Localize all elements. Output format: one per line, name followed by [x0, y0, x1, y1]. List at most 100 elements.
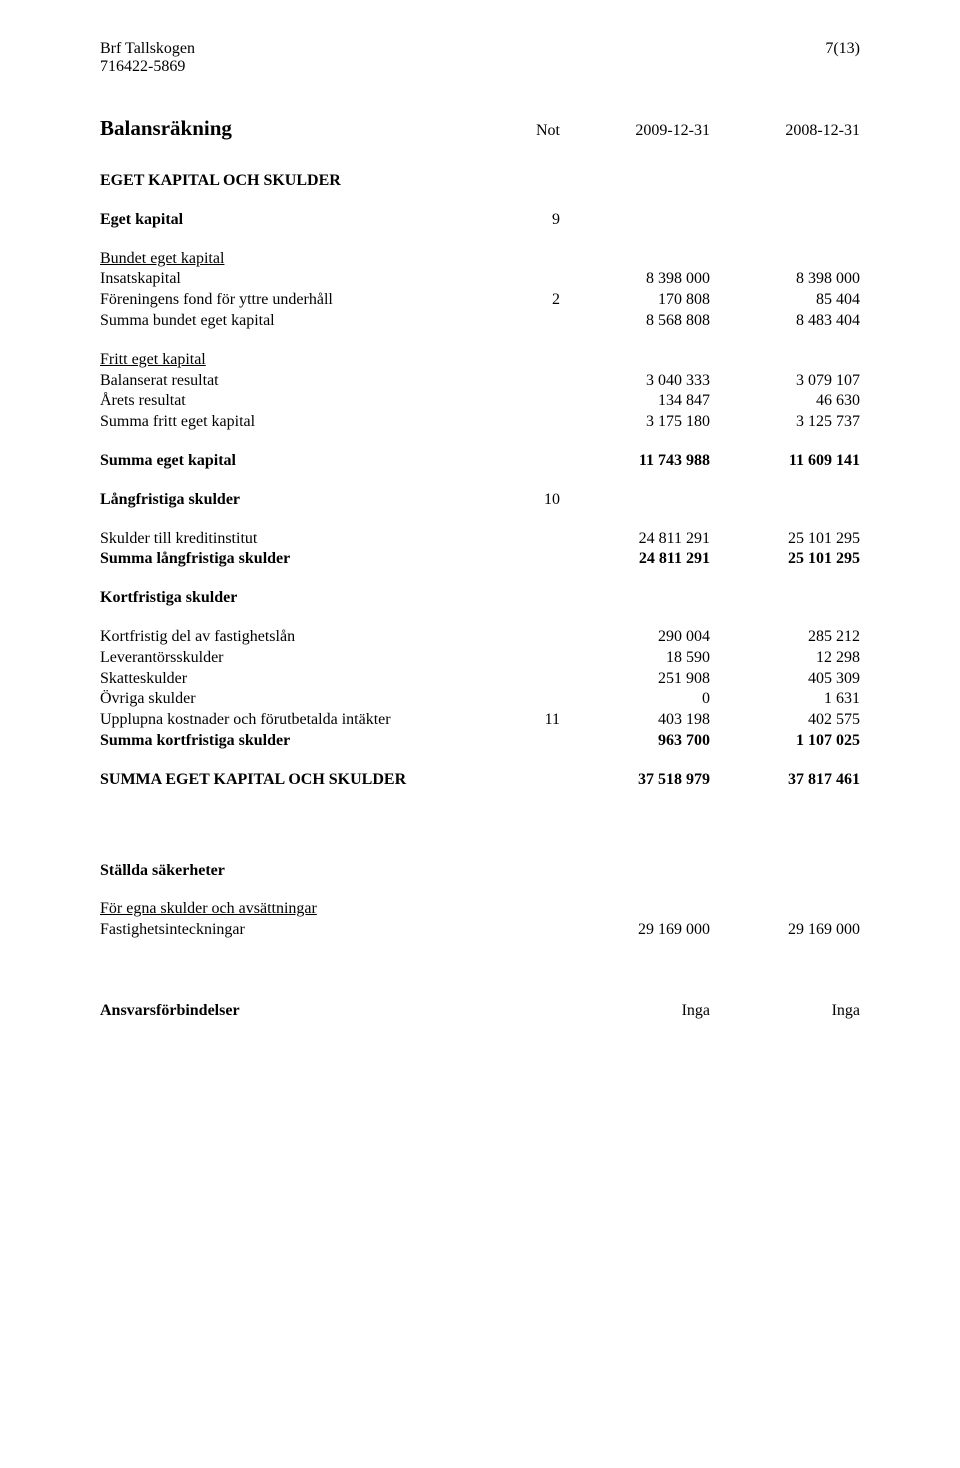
ansvar-y1: Inga: [560, 1001, 710, 1022]
sum-y1: 8 568 808: [560, 311, 710, 332]
row-label: Skatteskulder: [100, 669, 500, 690]
row-y1: 0: [560, 689, 710, 710]
org-name: Brf Tallskogen: [100, 40, 195, 58]
heading-langfristiga-skulder: Långfristiga skulder 10: [100, 490, 860, 511]
sum-row-fritt: Summa fritt eget kapital 3 175 180 3 125…: [100, 412, 860, 433]
heading-label: Kortfristiga skulder: [100, 588, 500, 609]
sum-row-bundet: Summa bundet eget kapital 8 568 808 8 48…: [100, 311, 860, 332]
sum-y1: 3 175 180: [560, 412, 710, 433]
sum-label: Summa långfristiga skulder: [100, 549, 500, 570]
row-label: Årets resultat: [100, 391, 500, 412]
heading-kortfristiga-skulder: Kortfristiga skulder: [100, 588, 860, 609]
row-y1: 170 808: [560, 290, 710, 311]
table-row: Leverantörsskulder 18 590 12 298: [100, 648, 860, 669]
page-number: 7(13): [825, 40, 860, 58]
section-heading-eget-kapital-och-skulder: EGET KAPITAL OCH SKULDER: [100, 171, 860, 192]
heading-label: Eget kapital: [100, 210, 500, 231]
row-label: Insatskapital: [100, 269, 500, 290]
row-y2: 3 079 107: [710, 371, 860, 392]
row-y1: 290 004: [560, 627, 710, 648]
table-row: Föreningens fond för yttre underhåll 2 1…: [100, 290, 860, 311]
heading-label: EGET KAPITAL OCH SKULDER: [100, 171, 860, 192]
heading-bundet-eget-kapital: Bundet eget kapital: [100, 249, 860, 270]
row-y1: 251 908: [560, 669, 710, 690]
table-row: Upplupna kostnader och förutbetalda intä…: [100, 710, 860, 731]
row-y1: 8 398 000: [560, 269, 710, 290]
row-y2: 25 101 295: [710, 529, 860, 550]
row-y2: 1 631: [710, 689, 860, 710]
heading-label: Långfristiga skulder: [100, 490, 500, 511]
col-header-not: Not: [500, 122, 560, 140]
heading-for-egna-skulder: För egna skulder och avsättningar: [100, 899, 860, 920]
sum-y2: 1 107 025: [710, 731, 860, 752]
row-label: Kortfristig del av fastighetslån: [100, 627, 500, 648]
table-row: Kortfristig del av fastighetslån 290 004…: [100, 627, 860, 648]
table-row: Skulder till kreditinstitut 24 811 291 2…: [100, 529, 860, 550]
heading-label: För egna skulder och avsättningar: [100, 899, 500, 920]
grand-total-row: SUMMA EGET KAPITAL OCH SKULDER 37 518 97…: [100, 770, 860, 791]
total-row-eget-kapital: Summa eget kapital 11 743 988 11 609 141: [100, 451, 860, 472]
sum-y2: 3 125 737: [710, 412, 860, 433]
sum-label: Summa bundet eget kapital: [100, 311, 500, 332]
sum-row-langfristiga: Summa långfristiga skulder 24 811 291 25…: [100, 549, 860, 570]
row-y1: 403 198: [560, 710, 710, 731]
row-y1: 24 811 291: [560, 529, 710, 550]
row-y2: 402 575: [710, 710, 860, 731]
row-y2: 285 212: [710, 627, 860, 648]
title-row: Balansräkning Not 2009-12-31 2008-12-31: [100, 116, 860, 141]
grand-total-label: SUMMA EGET KAPITAL OCH SKULDER: [100, 770, 500, 791]
row-y1: 3 040 333: [560, 371, 710, 392]
row-label: Balanserat resultat: [100, 371, 500, 392]
col-header-y1: 2009-12-31: [560, 122, 710, 140]
sum-y2: 8 483 404: [710, 311, 860, 332]
row-y2: 46 630: [710, 391, 860, 412]
table-row: Balanserat resultat 3 040 333 3 079 107: [100, 371, 860, 392]
row-y2: 85 404: [710, 290, 860, 311]
org-number: 716422-5869: [100, 58, 195, 76]
not-value: 10: [500, 490, 560, 511]
row-y1: 18 590: [560, 648, 710, 669]
row-y2: 8 398 000: [710, 269, 860, 290]
not-value: 9: [500, 210, 560, 231]
grand-total-y2: 37 817 461: [710, 770, 860, 791]
row-y2: 405 309: [710, 669, 860, 690]
heading-label: Ställda säkerheter: [100, 861, 860, 882]
heading-fritt-eget-kapital: Fritt eget kapital: [100, 350, 860, 371]
table-row: Årets resultat 134 847 46 630: [100, 391, 860, 412]
row-label: Skulder till kreditinstitut: [100, 529, 500, 550]
heading-stallda-sakerheter: Ställda säkerheter: [100, 861, 860, 882]
table-row: Insatskapital 8 398 000 8 398 000: [100, 269, 860, 290]
grand-total-y1: 37 518 979: [560, 770, 710, 791]
total-label: Summa eget kapital: [100, 451, 500, 472]
heading-label: Fritt eget kapital: [100, 350, 500, 371]
table-row: Skatteskulder 251 908 405 309: [100, 669, 860, 690]
row-y1: 134 847: [560, 391, 710, 412]
sum-y1: 963 700: [560, 731, 710, 752]
page-title: Balansräkning: [100, 116, 232, 141]
row-label: Övriga skulder: [100, 689, 500, 710]
heading-label: Bundet eget kapital: [100, 249, 500, 270]
sum-row-kortfristiga: Summa kortfristiga skulder 963 700 1 107…: [100, 731, 860, 752]
row-not: 11: [500, 710, 560, 731]
table-row: Fastighetsinteckningar 29 169 000 29 169…: [100, 920, 860, 941]
heading-eget-kapital: Eget kapital 9: [100, 210, 860, 231]
ansvar-label: Ansvarsförbindelser: [100, 1001, 500, 1022]
ansvar-row: Ansvarsförbindelser Inga Inga: [100, 1001, 860, 1022]
row-label: Upplupna kostnader och förutbetalda intä…: [100, 710, 500, 731]
row-not: 2: [500, 290, 560, 311]
row-label: Fastighetsinteckningar: [100, 920, 500, 941]
sum-label: Summa fritt eget kapital: [100, 412, 500, 433]
total-y1: 11 743 988: [560, 451, 710, 472]
row-label: Föreningens fond för yttre underhåll: [100, 290, 500, 311]
page: Brf Tallskogen 716422-5869 7(13) Balansr…: [0, 0, 960, 1468]
row-y1: 29 169 000: [560, 920, 710, 941]
col-header-y2: 2008-12-31: [710, 122, 860, 140]
ansvar-y2: Inga: [710, 1001, 860, 1022]
row-label: Leverantörsskulder: [100, 648, 500, 669]
row-y2: 29 169 000: [710, 920, 860, 941]
sum-y2: 25 101 295: [710, 549, 860, 570]
row-y2: 12 298: [710, 648, 860, 669]
total-y2: 11 609 141: [710, 451, 860, 472]
page-header: Brf Tallskogen 716422-5869 7(13): [100, 40, 860, 76]
table-row: Övriga skulder 0 1 631: [100, 689, 860, 710]
